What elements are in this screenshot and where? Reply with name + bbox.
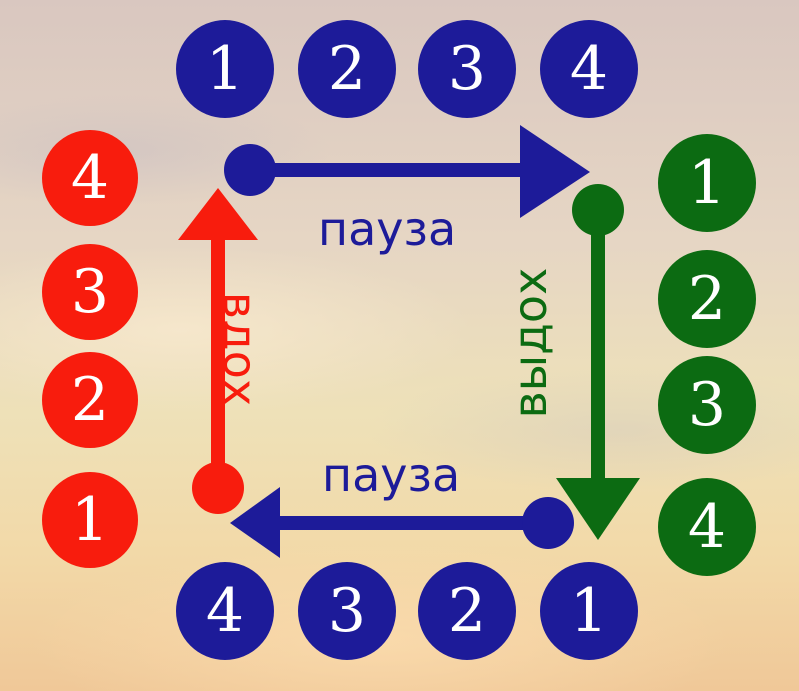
count-number: 3 (447, 34, 487, 104)
top-arrow (224, 125, 590, 218)
count-number: 1 (687, 148, 727, 218)
count-number: 1 (205, 34, 245, 104)
count-circle-right-4: 4 (658, 478, 756, 576)
count-number: 4 (569, 34, 609, 104)
count-circle-top-2: 2 (298, 20, 396, 118)
count-circle-right-3: 3 (658, 356, 756, 454)
right-arrow (556, 184, 640, 540)
count-circle-left-2: 3 (42, 244, 138, 340)
pause-bottom-label: пауза (322, 448, 461, 502)
count-number: 2 (447, 576, 487, 646)
count-number: 4 (687, 492, 727, 562)
count-circle-top-3: 3 (418, 20, 516, 118)
count-circle-bottom-4: 1 (540, 562, 638, 660)
count-circle-bottom-1: 4 (176, 562, 274, 660)
count-number: 3 (70, 257, 110, 327)
count-circle-bottom-3: 2 (418, 562, 516, 660)
count-number: 4 (70, 143, 110, 213)
count-number: 2 (687, 264, 727, 334)
count-circle-bottom-2: 3 (298, 562, 396, 660)
count-number: 3 (327, 576, 367, 646)
count-number: 2 (327, 34, 367, 104)
count-circle-top-1: 1 (176, 20, 274, 118)
count-number: 2 (70, 365, 110, 435)
pause-top-label: пауза (318, 202, 457, 256)
exhale-label: выдох (503, 267, 557, 419)
count-number: 4 (205, 576, 245, 646)
count-number: 1 (70, 485, 110, 555)
count-circle-top-4: 4 (540, 20, 638, 118)
count-circle-left-1: 4 (42, 130, 138, 226)
count-circle-left-3: 2 (42, 352, 138, 448)
inhale-label: вдох (213, 291, 267, 407)
count-number: 3 (687, 370, 727, 440)
count-circle-right-2: 2 (658, 250, 756, 348)
bottom-arrow (230, 487, 574, 558)
count-circle-left-4: 1 (42, 472, 138, 568)
count-circle-right-1: 1 (658, 134, 756, 232)
count-number: 1 (569, 576, 609, 646)
left-arrow (178, 188, 258, 514)
